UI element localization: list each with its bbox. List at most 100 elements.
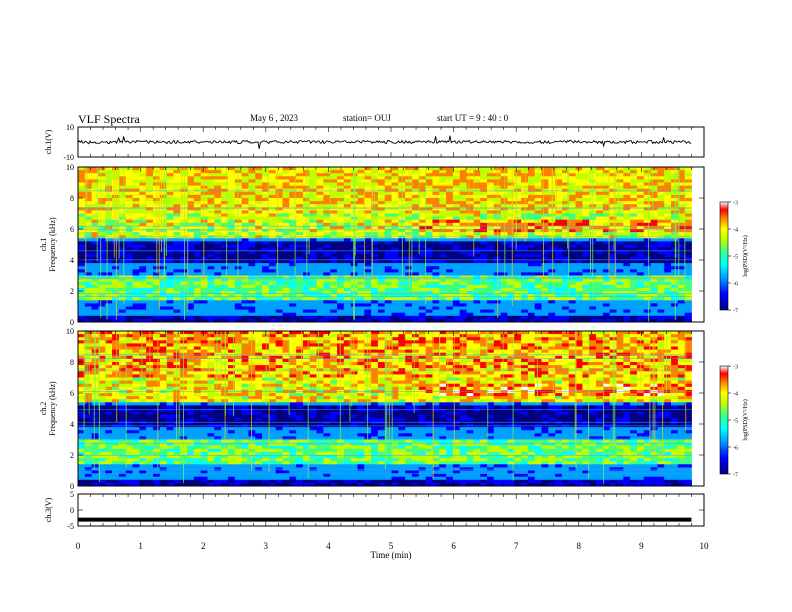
spectrogram-cell [282, 306, 290, 310]
spectrogram-cell [221, 294, 229, 298]
spectrogram-cell [309, 297, 317, 301]
spectrogram-cell [118, 207, 127, 211]
spectrogram-cell [173, 256, 181, 261]
spectrogram-cell [507, 201, 515, 205]
spectrogram-cell [377, 300, 386, 304]
spectrogram-cell [643, 238, 651, 242]
spectrogram-cell [412, 244, 420, 248]
spectrogram-cell [173, 179, 181, 183]
spectrogram-cell [671, 284, 679, 289]
spectrogram-cell [521, 201, 529, 205]
spectrogram-cell [132, 229, 140, 233]
spectrogram-cell [296, 278, 304, 283]
spectrogram-cell [337, 294, 345, 298]
spectrogram-cell [330, 241, 338, 245]
spectrogram-cell [664, 312, 672, 317]
spectrogram-cell [112, 458, 120, 462]
spectrogram-cell [214, 176, 222, 180]
spectrogram-cell [193, 201, 202, 205]
spectrogram-cell [596, 222, 604, 227]
spectrogram-cell [343, 170, 352, 174]
spectrogram-cell [125, 250, 133, 255]
spectrogram-cell [507, 309, 515, 314]
colorbar-tick-label: -6 [733, 282, 738, 288]
spectrogram-cell [118, 213, 127, 217]
spectrogram-cell [214, 291, 222, 295]
spectrogram-cell [323, 297, 331, 301]
spectrogram-cell [193, 275, 202, 279]
spectrogram-cell [316, 170, 324, 174]
spectrogram-cell [480, 219, 488, 224]
spectrogram-cell [459, 204, 467, 208]
spectrogram-cell [391, 219, 399, 224]
spectrogram-cell [316, 207, 324, 211]
spectrogram-cell [398, 303, 406, 307]
spectrogram-cell [555, 238, 563, 242]
spectrogram-cell [534, 210, 542, 214]
spectrogram-cell [343, 191, 352, 196]
spectrogram-cell [636, 198, 645, 202]
spectrogram-cell [112, 198, 120, 202]
spectrogram-cell [187, 210, 195, 214]
spectrogram-cell [555, 185, 563, 190]
spectrogram-cell [623, 318, 631, 323]
spectrogram-cell [541, 281, 549, 286]
spectrogram-cell [684, 287, 692, 292]
spectrogram-cell [166, 284, 174, 289]
spectrogram-cell [507, 198, 515, 202]
spectrogram-cell [173, 244, 181, 248]
spectrogram-cell [337, 315, 345, 320]
spectrogram-cell [180, 238, 188, 242]
spectrogram-cell [275, 167, 283, 171]
spectrogram-cell [146, 191, 154, 196]
spectrogram-cell [316, 284, 324, 289]
spectrogram-cell [118, 309, 127, 314]
spectrogram-cell [541, 232, 549, 236]
spectrogram-cell [391, 281, 399, 286]
spectrogram-cell [527, 269, 536, 273]
spectrogram-cell [309, 176, 317, 180]
spectrogram-cell [139, 167, 147, 171]
spectrogram-cell [112, 294, 120, 298]
spectrogram-cell [534, 250, 542, 255]
spectrogram-cell [268, 253, 277, 258]
spectrogram-cell [527, 176, 536, 180]
spectrogram-cell [180, 219, 188, 224]
spectrogram-cell [446, 284, 454, 289]
spectrogram-cell [548, 256, 556, 261]
spectrogram-cell [459, 185, 467, 190]
spectrogram-cell [84, 210, 93, 214]
spectrogram-cell [112, 306, 120, 310]
spectrogram-cell [105, 365, 113, 369]
spectrogram-cell [657, 182, 665, 186]
spectrogram-cell [602, 312, 611, 317]
spectrogram-cell [118, 247, 127, 252]
spectrogram-cell [78, 386, 86, 391]
spectrogram-cell [248, 250, 256, 255]
spectrogram-cell [412, 272, 420, 276]
spectrogram-cell [459, 260, 467, 264]
spectrogram-cell [112, 182, 120, 186]
spectrogram-cell [296, 318, 304, 323]
spectrogram-cell [671, 275, 679, 279]
spectrogram-cell [371, 256, 379, 261]
spectrogram-cell [180, 179, 188, 183]
spectrogram-cell [527, 194, 536, 199]
spectrogram-cell [507, 294, 515, 298]
spectrogram-cell [105, 393, 113, 397]
spectrogram-cell [555, 170, 563, 174]
spectrogram-cell [384, 306, 392, 310]
spectrogram-cell [227, 303, 236, 307]
spectrogram-cell [255, 275, 263, 279]
spectrogram-cell [125, 244, 133, 248]
spectrogram-cell [187, 201, 195, 205]
spectrogram-cell [282, 173, 290, 177]
spectrogram-cell [575, 287, 583, 292]
spectrogram-cell [500, 244, 508, 248]
spectrogram-cell [561, 318, 570, 323]
spectrogram-cell [609, 247, 617, 252]
spectrogram-cell [214, 216, 222, 221]
spectrogram-cell [596, 300, 604, 304]
spectrogram-cell [473, 303, 481, 307]
spectrogram-cell [91, 275, 99, 279]
